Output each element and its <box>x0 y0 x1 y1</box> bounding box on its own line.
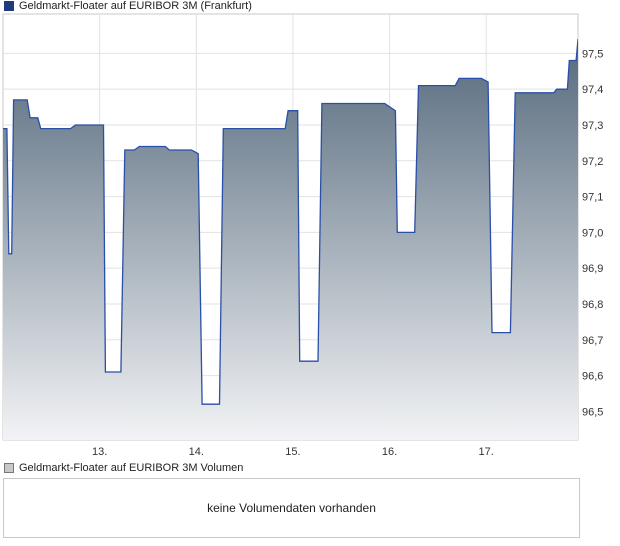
y-tick-label: 96,6 <box>582 371 603 383</box>
volume-panel: keine Volumendaten vorhanden <box>3 478 580 538</box>
y-tick-label: 96,9 <box>582 263 603 275</box>
y-tick-label: 97,4 <box>582 84 603 96</box>
x-tick-label: 13. <box>92 446 107 458</box>
x-axis-ticks: 13. 14. 15. 16. 17. <box>92 446 494 458</box>
price-legend: Geldmarkt-Floater auf EURIBOR 3M (Frankf… <box>4 0 252 12</box>
x-tick-label: 14. <box>189 446 204 458</box>
volume-legend: Geldmarkt-Floater auf EURIBOR 3M Volumen <box>4 462 243 474</box>
price-area <box>3 39 578 440</box>
y-tick-label: 97,5 <box>582 48 603 60</box>
y-tick-label: 96,5 <box>582 406 603 418</box>
x-tick-label: 16. <box>382 446 397 458</box>
volume-legend-label: Geldmarkt-Floater auf EURIBOR 3M Volumen <box>19 462 244 474</box>
volume-empty-message: keine Volumendaten vorhanden <box>207 501 376 515</box>
x-tick-label: 17. <box>479 446 494 458</box>
y-tick-label: 97,1 <box>582 192 603 204</box>
y-tick-label: 97,0 <box>582 227 603 239</box>
price-line <box>3 39 578 405</box>
y-tick-label: 97,3 <box>582 120 603 132</box>
y-tick-label: 96,8 <box>582 299 603 311</box>
volume-legend-swatch <box>4 463 14 473</box>
x-tick-label: 15. <box>285 446 300 458</box>
price-legend-label: Geldmarkt-Floater auf EURIBOR 3M (Frankf… <box>19 0 252 12</box>
y-tick-label: 96,7 <box>582 335 603 347</box>
y-tick-label: 97,2 <box>582 156 603 168</box>
y-axis-ticks: 97,5 97,4 97,3 97,2 97,1 97,0 96,9 96,8 96,7 96,6… <box>582 48 603 418</box>
price-legend-swatch <box>4 1 14 11</box>
price-chart: 97,5 97,4 97,3 97,2 97,1 97,0 96,9 96,8 96,7 96,6… <box>2 13 603 458</box>
